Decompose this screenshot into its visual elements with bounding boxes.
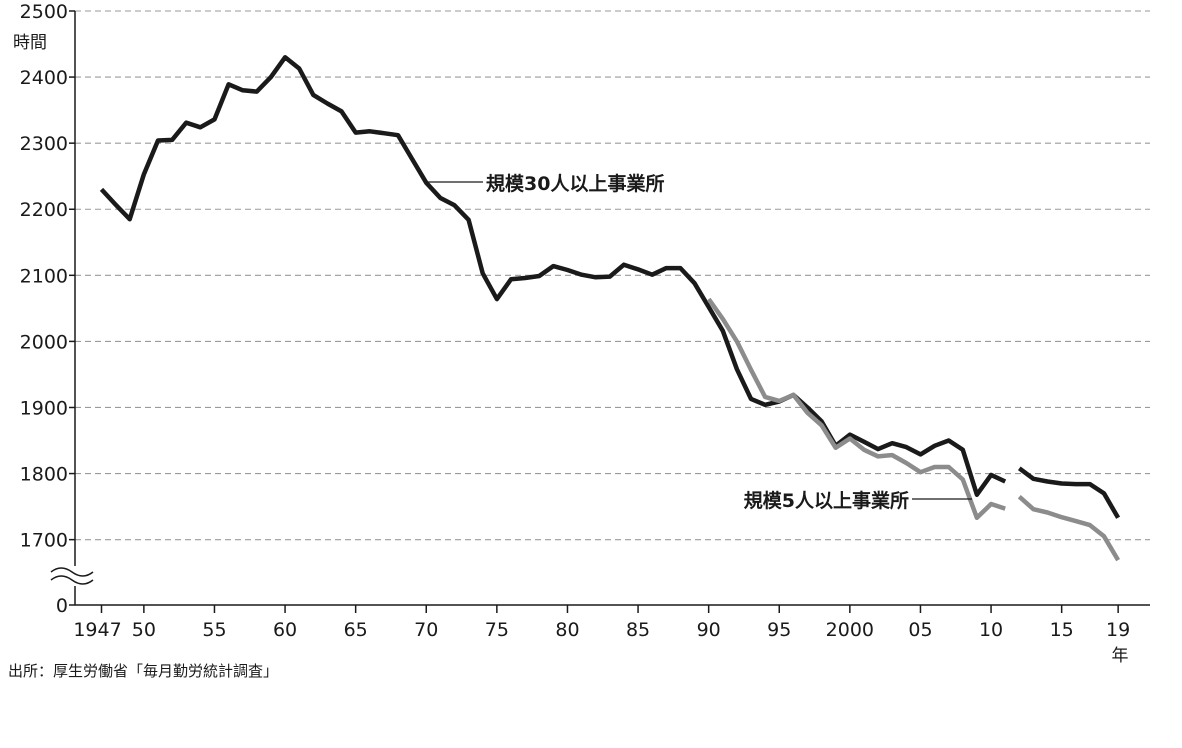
y-tick-label: 2300 bbox=[20, 133, 68, 155]
x-tick-label: 55 bbox=[202, 619, 226, 641]
series-lines bbox=[99, 55, 1121, 562]
x-tick-label: 60 bbox=[273, 619, 297, 641]
series-line-5plus bbox=[706, 297, 1006, 521]
source-note: 出所：厚生労働省「毎月勤労統計調査」 bbox=[8, 662, 279, 680]
y-tick-label: 0 bbox=[56, 595, 68, 617]
x-tick-label: 85 bbox=[626, 619, 650, 641]
x-axis-unit: 年 bbox=[1112, 646, 1129, 666]
series-label-5plus: 規模5人以上事業所 bbox=[744, 489, 909, 512]
series-line-30plus bbox=[1017, 466, 1121, 519]
x-tick-label: 75 bbox=[485, 619, 509, 641]
y-axis-unit: 時間 bbox=[13, 33, 47, 53]
series-line-30plus bbox=[99, 55, 1007, 497]
y-tick-label: 2000 bbox=[20, 331, 68, 353]
y-tick-label: 2100 bbox=[20, 265, 68, 287]
axis-break-wave bbox=[50, 567, 94, 577]
axes bbox=[69, 10, 1150, 613]
x-tick-label: 70 bbox=[414, 619, 438, 641]
axis-break-wave bbox=[50, 575, 94, 585]
y-tick-label: 2400 bbox=[20, 67, 68, 89]
x-tick-label: 95 bbox=[767, 619, 791, 641]
x-tick-label: 90 bbox=[697, 619, 721, 641]
y-tick-label: 2500 bbox=[20, 1, 68, 23]
y-tick-label: 1900 bbox=[20, 397, 68, 419]
y-tick-label: 2200 bbox=[20, 199, 68, 221]
x-tick-label: 2000 bbox=[826, 619, 874, 641]
x-tick-label: 10 bbox=[979, 619, 1003, 641]
x-tick-label: 15 bbox=[1050, 619, 1074, 641]
y-tick-label: 1800 bbox=[20, 464, 68, 486]
x-tick-label: 05 bbox=[908, 619, 932, 641]
x-tick-label: 1947 bbox=[73, 619, 121, 641]
y-tick-labels: 0 1700 1800 1900 2000 2100 2200 2300 2400 2500 bbox=[20, 1, 68, 617]
x-tick-label: 19 bbox=[1106, 619, 1130, 641]
series-label-30plus: 規模30人以上事業所 bbox=[486, 172, 664, 195]
x-tick-label: 50 bbox=[132, 619, 156, 641]
series-line-5plus bbox=[1017, 495, 1121, 562]
x-tick-label: 65 bbox=[344, 619, 368, 641]
axis-break-mask bbox=[48, 566, 98, 586]
axis-break-icon bbox=[48, 566, 98, 586]
x-tick-label: 80 bbox=[555, 619, 579, 641]
y-tick-label: 1700 bbox=[20, 530, 68, 552]
x-tick-labels: 1947 50 55 60 65 70 75 80 85 90 95 2000 05 10 15 19 bbox=[73, 619, 1130, 641]
